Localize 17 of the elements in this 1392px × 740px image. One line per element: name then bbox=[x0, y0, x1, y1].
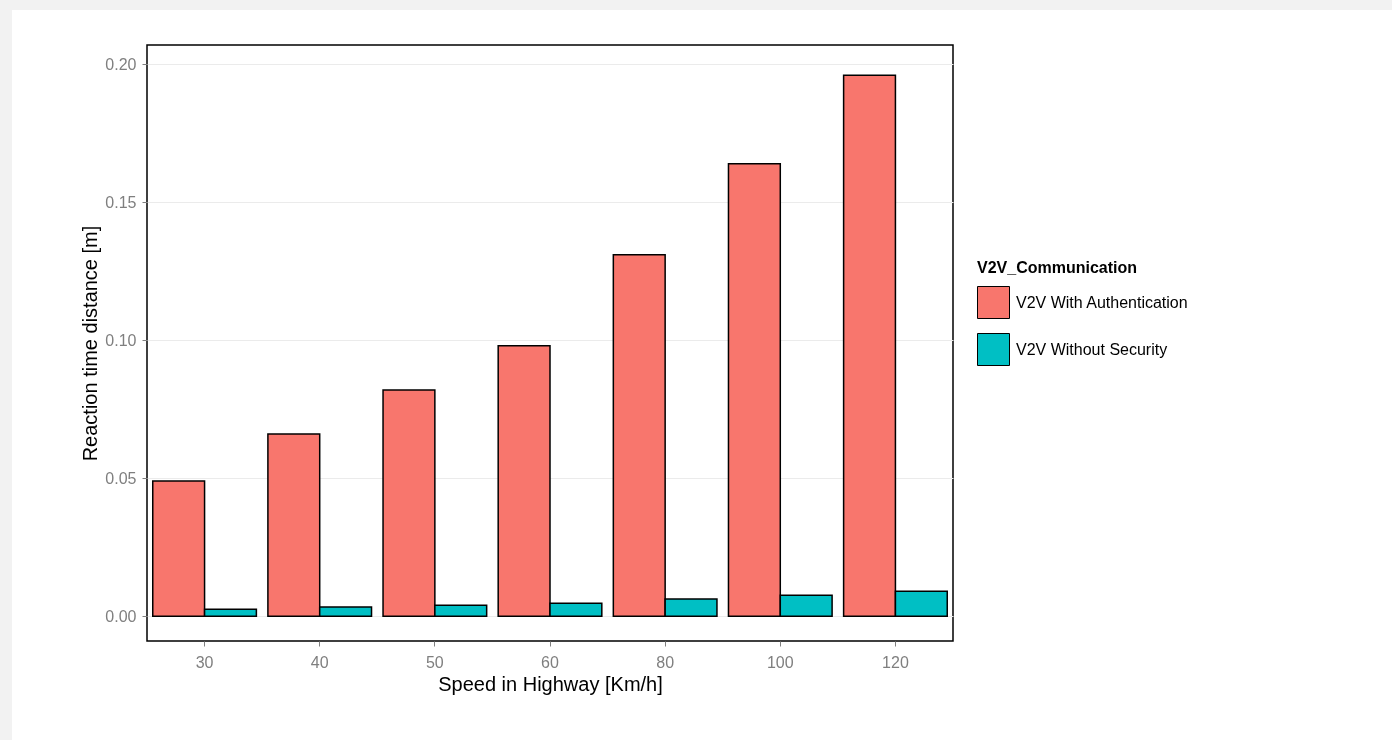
x-tick-label: 40 bbox=[310, 653, 329, 671]
x-axis-title: Speed in Highway [Km/h] bbox=[438, 672, 663, 695]
x-tick-label: 60 bbox=[541, 653, 559, 671]
y-tick-label: 0.05 bbox=[105, 469, 137, 487]
y-tick-label: 0.10 bbox=[105, 331, 137, 349]
legend-label: V2V Without Security bbox=[1016, 340, 1168, 358]
y-tick-label: 0.00 bbox=[105, 607, 137, 625]
x-tick-label: 80 bbox=[656, 653, 675, 671]
legend-label: V2V With Authentication bbox=[1016, 293, 1188, 311]
x-tick-label: 120 bbox=[882, 653, 909, 671]
x-tick-label: 100 bbox=[766, 653, 794, 671]
x-tick-label: 30 bbox=[195, 653, 214, 671]
y-axis-title: Reaction time distance [m] bbox=[79, 225, 102, 462]
x-tick-label: 50 bbox=[425, 653, 444, 671]
y-tick-label: 0.15 bbox=[105, 193, 137, 211]
y-tick-label: 0.20 bbox=[105, 55, 137, 73]
legend-title: V2V_Communication bbox=[977, 259, 1138, 276]
